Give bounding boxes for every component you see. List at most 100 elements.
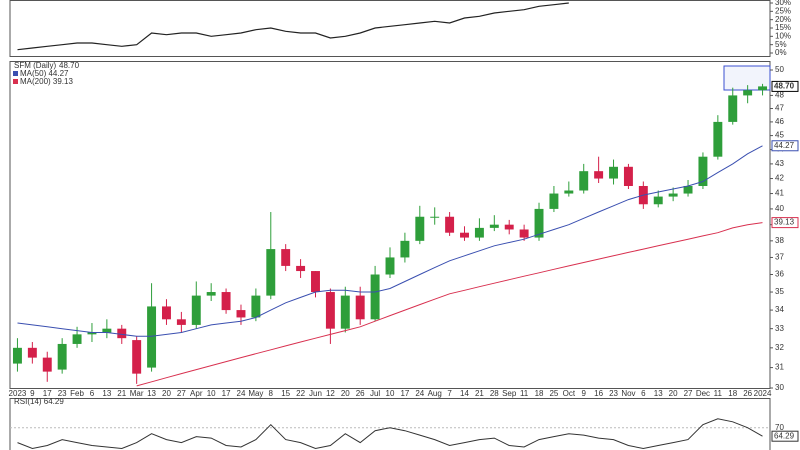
rsi-line [17, 418, 763, 450]
candle-body [42, 357, 52, 372]
x-tick-label: 23 [58, 389, 67, 398]
x-tick-label: 18 [535, 389, 544, 398]
candle-body [430, 216, 440, 218]
x-tick-label: 20 [162, 389, 171, 398]
candle-body [489, 224, 499, 228]
rsi-title: RSI(14) 64.29 [14, 397, 64, 406]
candle-body [72, 334, 82, 344]
legend-price: 48.70 [59, 61, 80, 70]
rs-line [17, 2, 569, 51]
x-tick-label: 16 [594, 389, 603, 398]
x-tick-label: Aug [428, 389, 442, 398]
price-panel [9, 61, 771, 389]
candle-body [474, 227, 484, 238]
x-tick-label: 13 [147, 389, 156, 398]
price-plot [12, 83, 768, 387]
x-tick-label: May [248, 389, 263, 398]
candle-body [415, 216, 425, 241]
y-tick-label: 47 [775, 104, 784, 113]
x-tick-label: 11 [520, 389, 529, 398]
price-tag-label: 44.27 [774, 141, 795, 150]
candle-body [266, 249, 276, 296]
candle-body [698, 156, 708, 186]
y-tick-label: 50 [775, 65, 784, 74]
x-tick-label: 26 [356, 389, 365, 398]
x-tick-label: Dec [696, 389, 710, 398]
x-tick-label: Nov [621, 389, 635, 398]
candle-body [370, 274, 380, 320]
x-tick-label: 22 [296, 389, 305, 398]
candle-body [236, 310, 246, 318]
candle-body [281, 249, 291, 266]
y-tick-label: 10% [775, 31, 791, 40]
legend-label: MA(50) 44.27 [20, 69, 69, 78]
x-tick-label: 7 [447, 389, 452, 398]
ma-line [17, 145, 763, 337]
x-tick-label: 2023 [9, 389, 27, 398]
candle-body [504, 224, 514, 230]
x-tick-label: Apr [190, 389, 203, 398]
x-tick-label: 10 [207, 389, 216, 398]
x-tick-label: 24 [237, 389, 246, 398]
y-tick-label: 34 [775, 305, 784, 314]
highlight-box [723, 65, 771, 91]
y-tick-label: 46 [775, 117, 784, 126]
y-tick-label: 33 [775, 324, 784, 333]
candle-body [57, 343, 67, 370]
x-tick-label: Mar [130, 389, 144, 398]
candle-body [27, 347, 37, 358]
rsi-tag [771, 430, 799, 442]
candle-body [549, 193, 559, 209]
x-tick-label: Feb [70, 389, 84, 398]
candle-body [758, 86, 768, 91]
y-tick-label: 30 [775, 383, 784, 392]
candle-body [460, 232, 469, 238]
legend-title: SFM (Daily) [14, 61, 57, 70]
x-tick-label: 24 [415, 389, 424, 398]
x-tick-label: 14 [460, 389, 469, 398]
legend-label: MA(200) 39.13 [20, 77, 73, 86]
x-tick-label: 18 [728, 389, 737, 398]
candle-body [355, 295, 365, 320]
x-tick-label: 10 [386, 389, 395, 398]
candle-body [340, 295, 350, 329]
legend-swatch [13, 79, 18, 84]
price-tag-label: 39.13 [774, 218, 795, 227]
candle-body [564, 190, 574, 194]
x-tick-label: 6 [641, 389, 646, 398]
candle-body [117, 328, 127, 339]
y-tick-label: 43 [775, 159, 784, 168]
y-tick-label: 42 [775, 174, 784, 183]
price-tag [771, 217, 799, 229]
x-tick-label: 20 [341, 389, 350, 398]
x-tick-label: Jul [370, 389, 380, 398]
x-tick-label: 13 [102, 389, 111, 398]
candle-body [12, 347, 22, 364]
y-tick-label: 25% [775, 6, 791, 15]
candle-body [534, 208, 544, 238]
candle-body [325, 292, 335, 329]
x-tick-label: 6 [90, 389, 95, 398]
candle-body [296, 265, 306, 272]
candle-body [653, 196, 663, 205]
x-tick-label: 15 [281, 389, 290, 398]
candle-body [162, 306, 171, 320]
candle-body [385, 257, 395, 275]
rsi-plot [17, 418, 763, 450]
y-tick-label: 32 [775, 343, 784, 352]
x-tick-label: 17 [222, 389, 231, 398]
y-tick-label: 40 [775, 204, 784, 213]
candle-body [609, 166, 618, 179]
price-tag [771, 140, 799, 152]
rsi-tag-label: 64.29 [774, 431, 795, 440]
x-tick-label: 20 [669, 389, 678, 398]
y-tick-label: 30% [775, 0, 791, 7]
x-tick-label: 17 [43, 389, 52, 398]
candle-body [176, 319, 186, 325]
candle-body [87, 332, 97, 335]
x-tick-label: 9 [581, 389, 586, 398]
candle-body [206, 292, 216, 296]
y-tick-label: 20% [775, 15, 791, 24]
candle-body [728, 95, 738, 122]
x-tick-label: 17 [400, 389, 409, 398]
